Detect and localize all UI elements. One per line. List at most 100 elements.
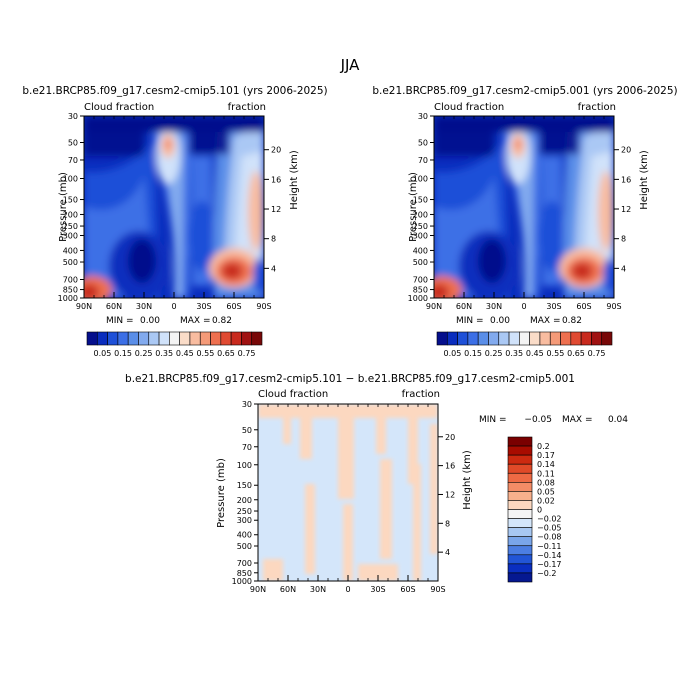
- y-tick-label: 1000: [58, 294, 78, 303]
- panel-2-title: b.e21.BRCP85.f09_g17.cesm2-cmip5.001 (yr…: [372, 85, 677, 97]
- y-tick-label: 100: [63, 174, 78, 183]
- colorbar-label: 0.75: [238, 349, 256, 358]
- panel-diff-min-value: −0.05: [524, 415, 552, 425]
- panel-diff-max-value: 0.04: [608, 415, 628, 425]
- colorbar-swatch: [539, 331, 551, 346]
- colorbar-swatch: [591, 331, 603, 346]
- colorbar-label: 0.17: [537, 451, 555, 460]
- panel-2-max-label: MAX =: [530, 316, 561, 326]
- colorbar-swatch: [241, 331, 253, 346]
- colorbar-swatch: [457, 331, 469, 346]
- colorbar-swatch: [601, 331, 613, 346]
- colorbar-label: −0.14: [537, 551, 562, 560]
- panel-diff: b.e21.BRCP85.f09_g17.cesm2-cmip5.101 − b…: [125, 373, 628, 594]
- colorbar-swatch: [507, 563, 533, 574]
- panel-1-max-value: 0.82: [212, 316, 232, 326]
- colorbar-swatch: [189, 331, 201, 346]
- y2-tick-label: 4: [621, 264, 626, 273]
- x-tick-label: 30N: [486, 302, 502, 311]
- colorbar-swatch: [519, 331, 530, 346]
- x-tick-label: 30S: [370, 585, 385, 594]
- y2-tick-label: 12: [621, 205, 631, 214]
- colorbar-swatch: [251, 331, 263, 346]
- figure-title: JJA: [340, 56, 361, 74]
- y2-tick-label: 8: [621, 235, 626, 244]
- y-tick-label: 200: [63, 210, 78, 219]
- colorbar-swatch: [199, 331, 211, 346]
- y2-tick-label: 8: [271, 235, 276, 244]
- y-tick-label: 850: [63, 286, 78, 295]
- x-tick-label: 90S: [606, 302, 621, 311]
- y2-tick-label: 12: [445, 490, 455, 499]
- x-tick-label: 90N: [250, 585, 266, 594]
- panel-1-min-value: 0.00: [140, 316, 160, 326]
- panel-1-colorbar: 0.05 0.15 0.25 0.35 0.45 0.55 0.65 0.75: [86, 331, 263, 358]
- colorbar-swatch: [179, 331, 191, 346]
- y-tick-label: 100: [237, 461, 252, 470]
- colorbar-swatch: [96, 331, 108, 346]
- colorbar-swatch: [508, 331, 520, 346]
- y-tick-label: 500: [237, 542, 252, 551]
- colorbar-swatch: [158, 331, 170, 346]
- colorbar-swatch: [138, 331, 150, 346]
- colorbar-swatch: [507, 518, 533, 528]
- y2-tick-label: 20: [445, 433, 455, 442]
- colorbar-swatch: [560, 331, 572, 346]
- y-tick-label: 250: [237, 507, 252, 516]
- y-tick-label: 70: [242, 443, 252, 452]
- colorbar-swatch: [507, 472, 533, 483]
- y2-tick-label: 16: [271, 175, 281, 184]
- panel-1-left-label: Cloud fraction: [84, 102, 154, 113]
- y-tick-label: 30: [242, 400, 252, 409]
- colorbar-label: 0.55: [546, 349, 564, 358]
- x-tick-label: 60N: [106, 302, 122, 311]
- y-tick-label: 700: [413, 275, 428, 284]
- panel-1-title: b.e21.BRCP85.f09_g17.cesm2-cmip5.101 (yr…: [22, 85, 327, 97]
- x-tick-label: 30N: [136, 302, 152, 311]
- colorbar-label: 0.45: [526, 349, 544, 358]
- colorbar-swatch: [507, 554, 533, 565]
- colorbar-label: 0.65: [217, 349, 235, 358]
- x-tick-label: 90S: [430, 585, 445, 594]
- colorbar-label: 0: [537, 506, 542, 515]
- colorbar-label: 0.65: [567, 349, 585, 358]
- colorbar-swatch: [529, 331, 541, 346]
- colorbar-swatch: [210, 331, 222, 346]
- y-tick-label: 300: [413, 232, 428, 241]
- panel-2-min-value: 0.00: [490, 316, 510, 326]
- colorbar-swatch: [436, 331, 448, 346]
- x-tick-label: 30S: [546, 302, 561, 311]
- y-tick-label: 500: [413, 258, 428, 267]
- colorbar-swatch: [507, 491, 533, 501]
- y-tick-label: 150: [413, 196, 428, 205]
- panel-2-max-value: 0.82: [562, 316, 582, 326]
- colorbar-label: 0.25: [135, 349, 153, 358]
- y-tick-label: 300: [63, 232, 78, 241]
- colorbar-swatch: [169, 331, 180, 346]
- x-tick-label: 0: [521, 302, 526, 311]
- x-tick-label: 60S: [400, 585, 415, 594]
- panel-diff-colorbar: 0.20.170.140.110.080.050.020−0.02−0.05−0…: [507, 436, 562, 583]
- panel-2: b.e21.BRCP85.f09_g17.cesm2-cmip5.001 (yr…: [372, 85, 677, 358]
- x-tick-label: 90N: [76, 302, 92, 311]
- colorbar-swatch: [86, 331, 98, 346]
- colorbar-swatch: [467, 331, 479, 346]
- panel-2-min-label: MIN =: [456, 316, 484, 326]
- y-tick-label: 200: [237, 496, 252, 505]
- colorbar-swatch: [507, 545, 533, 556]
- colorbar-swatch: [507, 572, 533, 583]
- y2-tick-label: 16: [445, 462, 455, 471]
- colorbar-swatch: [507, 500, 533, 510]
- colorbar-swatch: [507, 482, 533, 492]
- colorbar-label: 0.25: [485, 349, 503, 358]
- x-tick-label: 30S: [196, 302, 211, 311]
- y2-tick-label: 16: [621, 175, 631, 184]
- panel-2-ylabel: Pressure (mb): [408, 172, 419, 242]
- y-tick-label: 150: [237, 481, 252, 490]
- y-tick-label: 50: [418, 139, 428, 148]
- y-tick-label: 700: [63, 275, 78, 284]
- colorbar-label: 0.35: [155, 349, 173, 358]
- panel-1-max-label: MAX =: [180, 316, 211, 326]
- colorbar-swatch: [507, 527, 533, 537]
